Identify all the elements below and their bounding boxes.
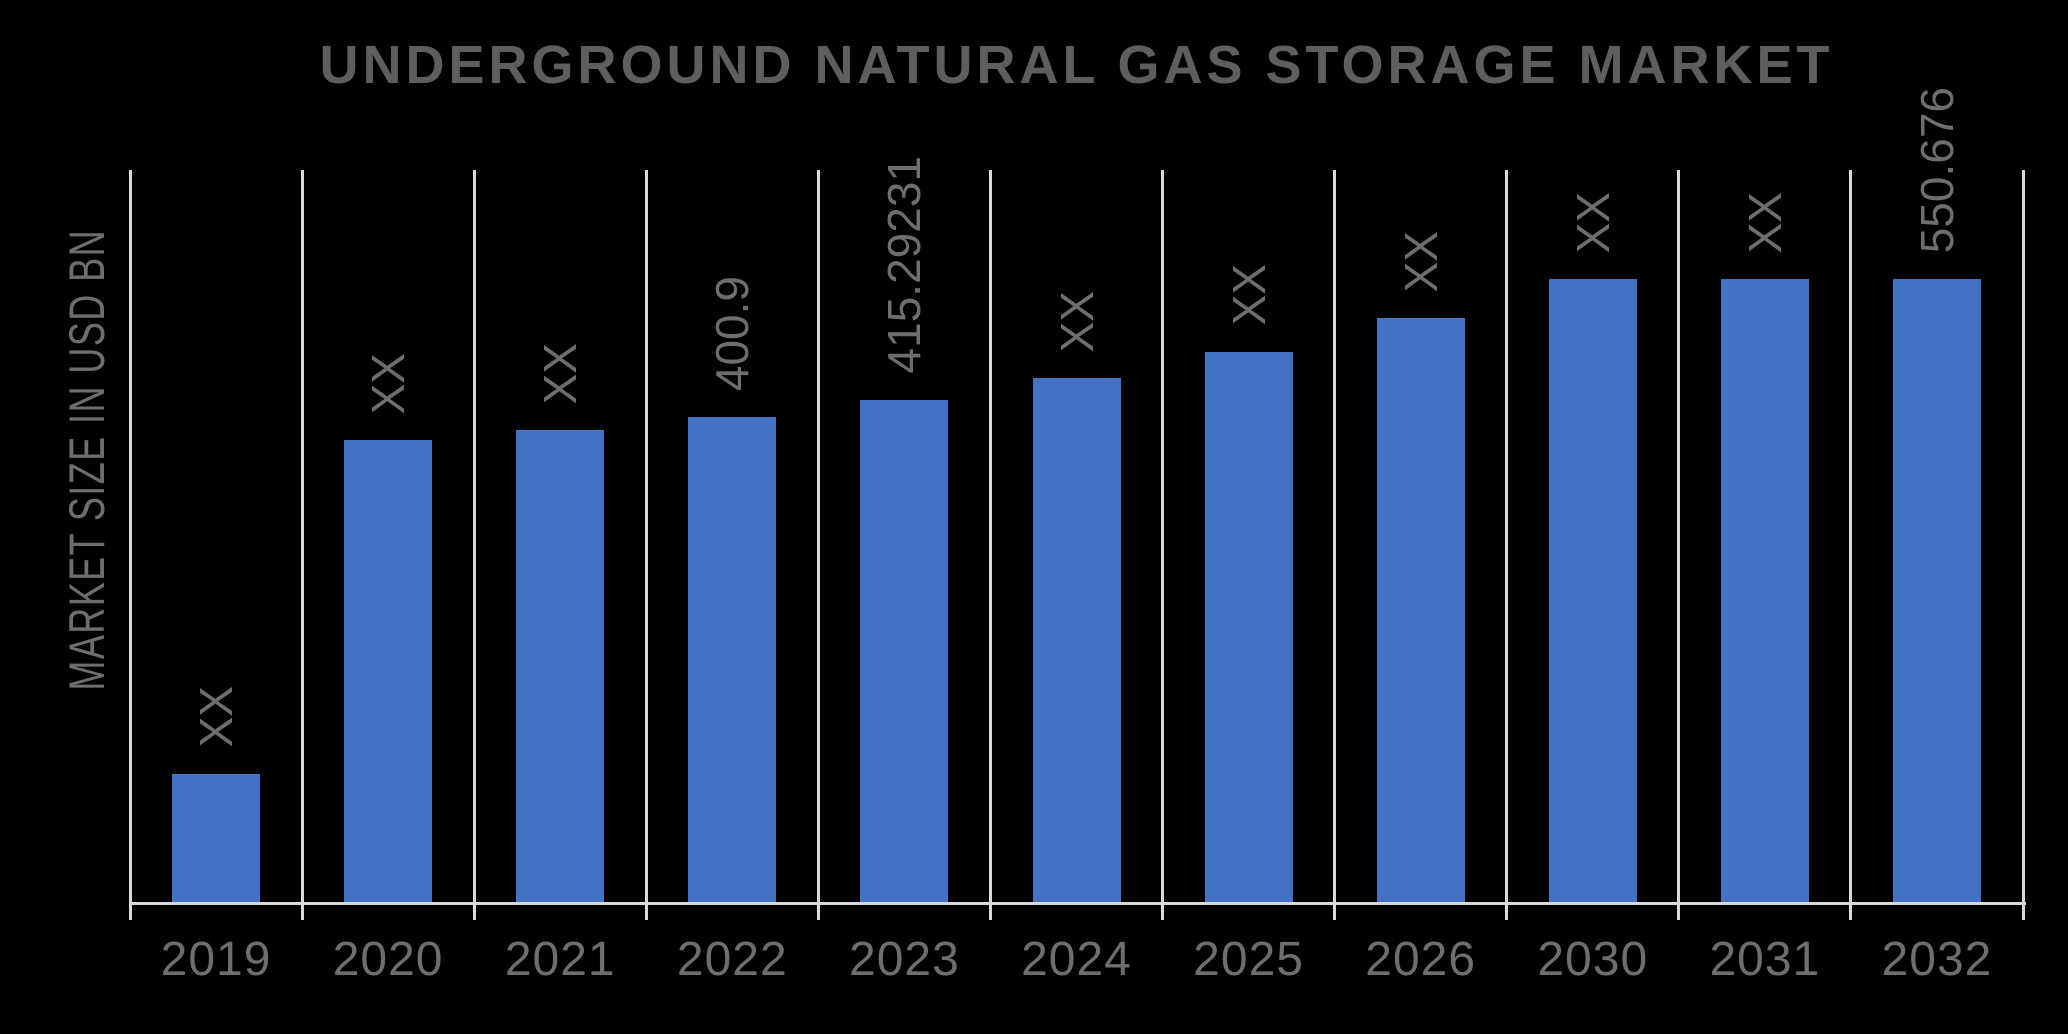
gridline [2021, 170, 2025, 920]
bar-value-label-2026: XX [1394, 230, 1447, 292]
bar-value-label-2021: XX [534, 343, 587, 405]
bar-value-label-2023: 415.29231 [878, 156, 931, 374]
y-axis-title: MARKET SIZE IN USD BN [59, 228, 115, 691]
bar-2025 [1204, 351, 1293, 902]
gridline [1677, 170, 1681, 920]
bar-value-label-2020: XX [362, 352, 415, 415]
gridline [1505, 170, 1509, 920]
bar-2024 [1032, 378, 1121, 902]
bar-value-label-2022: 400.9 [706, 276, 759, 392]
x-axis-label-2030: 2030 [1537, 933, 1649, 986]
gridline [644, 170, 648, 920]
bar-2032 [1892, 279, 1981, 902]
x-axis-label-2022: 2022 [676, 933, 788, 986]
gridline [472, 170, 476, 920]
gridline [816, 170, 820, 920]
gridline [300, 170, 304, 920]
bar-2031 [1720, 279, 1809, 902]
bar-value-label-2025: XX [1222, 264, 1275, 326]
x-axis-label-2031: 2031 [1709, 933, 1821, 986]
bar-value-label-2031: XX [1738, 191, 1791, 254]
x-axis-label-2024: 2024 [1021, 933, 1132, 986]
gridline [1333, 170, 1337, 920]
x-axis-label-2021: 2021 [504, 933, 616, 986]
x-axis-label-2020: 2020 [332, 933, 444, 986]
gridline [1161, 170, 1165, 920]
gridline [1849, 170, 1853, 920]
bar-value-label-2024: XX [1050, 291, 1103, 353]
chart-title: UNDERGROUND NATURAL GAS STORAGE MARKET [319, 35, 1834, 95]
gridline [988, 170, 992, 920]
x-axis-label-2023: 2023 [849, 933, 960, 986]
x-axis-label-2025: 2025 [1193, 933, 1304, 986]
bar-2026 [1376, 317, 1465, 902]
bar-2023 [860, 399, 949, 902]
y-axis-line [128, 170, 132, 920]
bar-2019 [172, 773, 261, 902]
bar-2030 [1548, 279, 1637, 902]
x-axis-line [130, 902, 2026, 905]
bar-2022 [688, 417, 777, 902]
bar-value-label-2019: XX [190, 686, 243, 748]
x-axis-label-2026: 2026 [1365, 933, 1477, 986]
bar-2020 [344, 440, 433, 902]
x-axis-label-2019: 2019 [160, 933, 272, 986]
x-axis-label-2032: 2032 [1881, 933, 1993, 986]
bar-value-label-2030: XX [1566, 191, 1619, 254]
bar-2021 [516, 430, 605, 902]
plot-area: XX 2019 XX 2020 XX 2021 400.9 2022 415.29231 2023… [128, 87, 2026, 986]
bar-value-label-2032: 550.676 [1910, 86, 1963, 254]
